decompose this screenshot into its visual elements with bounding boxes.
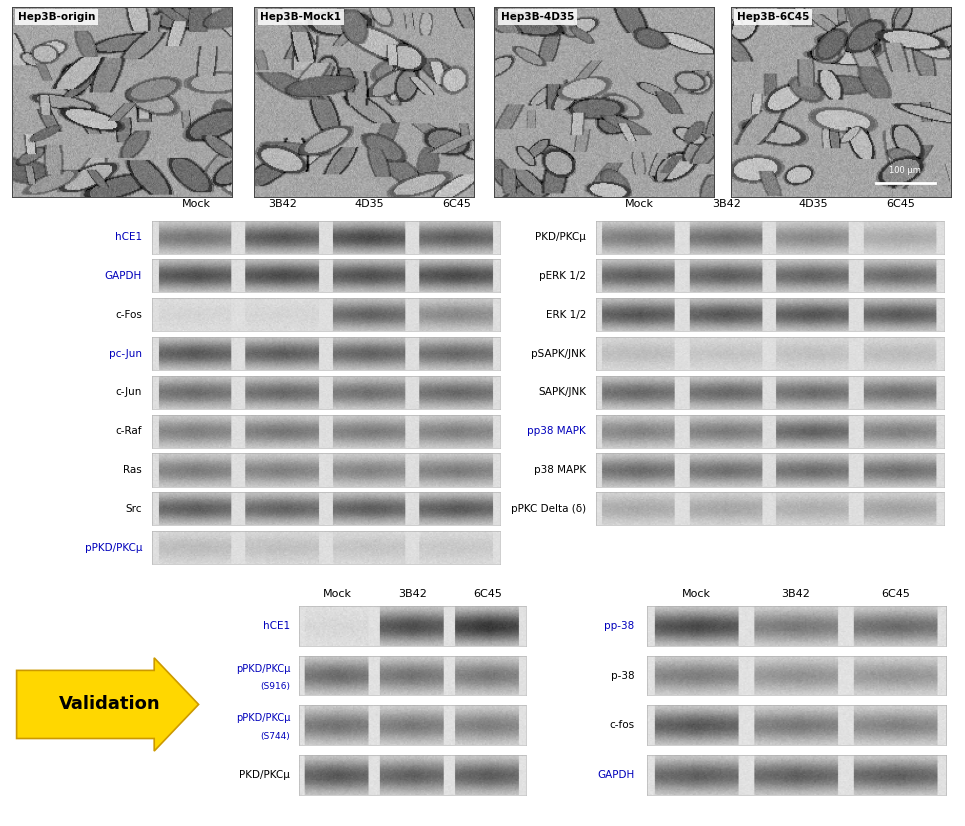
Text: 100 μm: 100 μm bbox=[890, 166, 922, 175]
Text: pp-38: pp-38 bbox=[604, 621, 635, 631]
Text: c-Jun: c-Jun bbox=[116, 387, 142, 397]
Text: SAPK/JNK: SAPK/JNK bbox=[538, 387, 586, 397]
Text: Mock: Mock bbox=[181, 199, 210, 209]
Text: 6C45: 6C45 bbox=[881, 589, 910, 599]
Text: 3B42: 3B42 bbox=[712, 199, 741, 209]
Text: (S744): (S744) bbox=[261, 732, 290, 741]
Text: Hep3B-Mock1: Hep3B-Mock1 bbox=[261, 12, 342, 22]
Text: 3B42: 3B42 bbox=[782, 589, 811, 599]
Text: c-fos: c-fos bbox=[610, 720, 635, 730]
Text: p38 MAPK: p38 MAPK bbox=[534, 465, 586, 475]
Text: hCE1: hCE1 bbox=[262, 621, 290, 631]
Text: 4D35: 4D35 bbox=[799, 199, 828, 209]
Text: c-Fos: c-Fos bbox=[115, 310, 142, 320]
Text: 3B42: 3B42 bbox=[268, 199, 297, 209]
Text: 3B42: 3B42 bbox=[399, 589, 427, 599]
Text: GAPDH: GAPDH bbox=[105, 271, 142, 281]
FancyArrow shape bbox=[16, 657, 199, 751]
Text: PKD/PKCμ: PKD/PKCμ bbox=[239, 770, 290, 780]
Text: pp38 MAPK: pp38 MAPK bbox=[527, 426, 586, 436]
Text: 4D35: 4D35 bbox=[355, 199, 384, 209]
Text: 6C45: 6C45 bbox=[442, 199, 471, 209]
Text: 6C45: 6C45 bbox=[474, 589, 503, 599]
Text: Ras: Ras bbox=[124, 465, 142, 475]
Text: PKD/PKCμ: PKD/PKCμ bbox=[535, 232, 586, 242]
Text: Hep3B-4D35: Hep3B-4D35 bbox=[501, 12, 574, 22]
Text: GAPDH: GAPDH bbox=[597, 770, 635, 780]
Text: Src: Src bbox=[125, 504, 142, 514]
Text: Mock: Mock bbox=[625, 199, 654, 209]
Text: pPKD/PKCμ: pPKD/PKCμ bbox=[85, 543, 142, 553]
Text: (S916): (S916) bbox=[261, 682, 290, 691]
Text: pPKD/PKCμ: pPKD/PKCμ bbox=[235, 663, 290, 673]
Text: Hep3B-6C45: Hep3B-6C45 bbox=[737, 12, 810, 22]
Text: pSAPK/JNK: pSAPK/JNK bbox=[532, 349, 586, 358]
Text: Mock: Mock bbox=[322, 589, 351, 599]
Text: Validation: Validation bbox=[59, 695, 160, 714]
Text: Hep3B-origin: Hep3B-origin bbox=[18, 12, 96, 22]
Text: pc-Jun: pc-Jun bbox=[109, 349, 142, 358]
Text: c-Raf: c-Raf bbox=[116, 426, 142, 436]
Text: pPKC Delta (δ): pPKC Delta (δ) bbox=[510, 504, 586, 514]
Text: 6C45: 6C45 bbox=[886, 199, 915, 209]
Text: pERK 1/2: pERK 1/2 bbox=[538, 271, 586, 281]
Text: hCE1: hCE1 bbox=[115, 232, 142, 242]
Text: p-38: p-38 bbox=[611, 671, 635, 681]
Text: pPKD/PKCμ: pPKD/PKCμ bbox=[235, 713, 290, 723]
Text: ERK 1/2: ERK 1/2 bbox=[545, 310, 586, 320]
Text: Mock: Mock bbox=[682, 589, 711, 599]
